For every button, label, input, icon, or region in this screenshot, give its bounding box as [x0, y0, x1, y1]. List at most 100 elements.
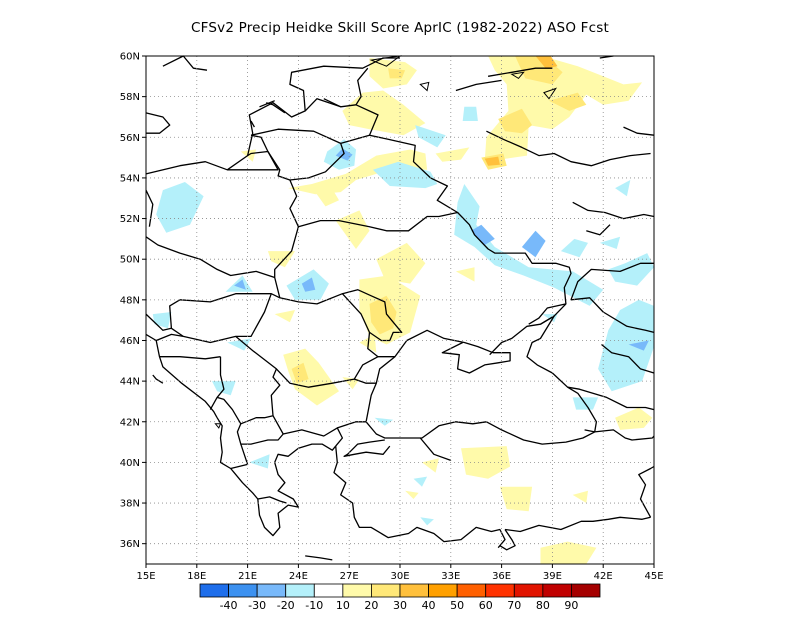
boundary-line — [365, 329, 511, 422]
boundary-line — [487, 67, 553, 77]
skill-region — [415, 125, 446, 148]
colorbar-label: 80 — [536, 599, 550, 612]
skill-region — [422, 458, 439, 473]
colorbar-label: -20 — [277, 599, 295, 612]
boundary-line — [250, 67, 379, 145]
skill-region — [420, 517, 434, 526]
skill-region — [471, 224, 495, 245]
colorbar-swatch — [342, 583, 372, 598]
lon-tick-label: 36E — [492, 571, 511, 582]
colorbar-swatch — [571, 583, 601, 598]
boundary-line — [586, 224, 611, 236]
skill-region — [484, 56, 643, 162]
skill-region — [628, 340, 649, 351]
skill-region — [315, 186, 339, 207]
colorbar-swatch — [285, 583, 315, 598]
lat-tick-label: 58N — [120, 92, 140, 103]
boundary-line — [158, 356, 218, 419]
boundary-line — [257, 496, 287, 504]
skill-region — [521, 230, 546, 258]
boundary-line — [333, 446, 506, 549]
boundary-line — [145, 57, 400, 175]
skill-region — [572, 490, 588, 503]
skill-region — [484, 156, 500, 166]
skill-region — [335, 210, 370, 249]
boundary-line — [236, 415, 284, 445]
colorbar-swatch — [456, 583, 487, 598]
lon-tick-label: 24E — [289, 571, 308, 582]
skill-region — [549, 92, 587, 111]
boundary-line — [145, 333, 184, 342]
skill-region — [608, 253, 654, 286]
gridlines — [146, 56, 654, 564]
boundary-line — [145, 189, 154, 227]
boundary-line — [227, 150, 279, 171]
skill-region — [615, 180, 631, 197]
lon-tick-label: 45E — [644, 571, 663, 582]
skill-region — [599, 236, 621, 249]
colorbar-label: 40 — [422, 599, 436, 612]
boundary-line — [275, 368, 377, 388]
boundary-line — [283, 427, 344, 447]
lon-tick-label: 30E — [390, 571, 409, 582]
lake-outline — [214, 423, 222, 429]
boundary-line — [266, 102, 286, 114]
boundary-line — [145, 112, 171, 134]
lat-tick-label: 54N — [120, 173, 140, 184]
boundary-line — [304, 98, 357, 112]
colorbar-swatch — [485, 583, 515, 598]
boundary-line — [343, 439, 391, 457]
lon-tick-label: 33E — [441, 571, 460, 582]
boundary-line — [267, 143, 345, 181]
colorbar-label: 50 — [450, 599, 464, 612]
colorbar-swatch — [313, 583, 344, 598]
lat-tick-label: 40N — [120, 458, 140, 469]
colorbar-label: 20 — [364, 599, 378, 612]
boundary-line — [250, 134, 269, 152]
colorbar-label: 90 — [564, 599, 578, 612]
boundary-line — [570, 262, 654, 301]
boundary-line — [305, 555, 333, 561]
boundary-layer — [145, 55, 655, 561]
colorbar-swatch — [542, 583, 572, 598]
skill-region — [152, 312, 172, 329]
skill-region — [405, 490, 419, 499]
lon-tick-label: 42E — [594, 571, 613, 582]
boundary-line — [152, 374, 164, 384]
colorbar-label: 10 — [336, 599, 350, 612]
skill-region — [335, 148, 353, 161]
skill-region — [498, 108, 533, 134]
lake-outline — [419, 81, 430, 92]
skill-region — [455, 267, 475, 282]
skill-region — [283, 348, 339, 406]
boundary-line — [155, 340, 221, 360]
boundary-line — [274, 226, 395, 358]
lat-tick-label: 56N — [120, 133, 140, 144]
colorbar-label: -40 — [220, 599, 238, 612]
lat-tick-label: 46N — [120, 336, 140, 347]
skill-shading-layer — [152, 56, 654, 564]
boundary-line — [419, 437, 452, 462]
lake-outline — [543, 87, 558, 100]
boundary-line — [584, 429, 655, 441]
boundary-line — [455, 79, 502, 92]
boundary-line — [259, 100, 275, 108]
boundary-line — [353, 356, 379, 380]
boundary-line — [216, 417, 249, 470]
boundary-line — [216, 335, 281, 425]
boundary-line — [323, 98, 341, 108]
lon-tick-label: 39E — [543, 571, 562, 582]
skill-region — [454, 184, 604, 306]
colorbar-label: 60 — [479, 599, 493, 612]
skill-region — [274, 310, 295, 323]
boundary-line — [457, 212, 572, 325]
skill-region — [227, 338, 251, 351]
skill-region — [291, 362, 309, 384]
boundary-line — [623, 126, 655, 136]
colorbar-label: -10 — [305, 599, 323, 612]
colorbar: -40 -30 -20 -10 10 20 30 40 50 60 70 80 90 — [199, 583, 601, 612]
colorbar-swatch — [428, 583, 458, 598]
colorbar-swatch — [228, 583, 258, 598]
lon-tick-label: 15E — [136, 571, 155, 582]
